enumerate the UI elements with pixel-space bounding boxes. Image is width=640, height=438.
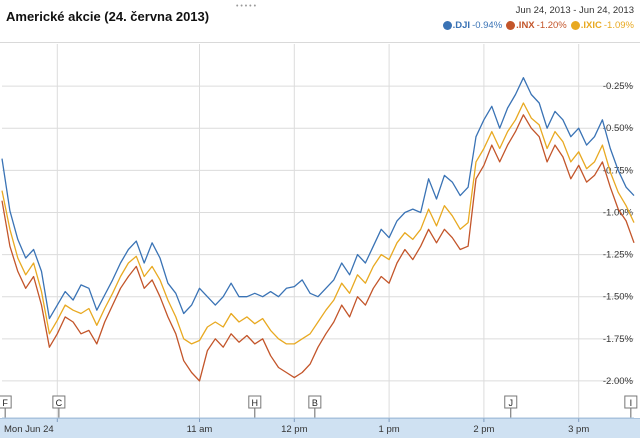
chart-title: Americké akcie (24. června 2013) xyxy=(6,9,210,24)
event-marker-label: I xyxy=(630,398,633,408)
drag-handle-dots[interactable]: • • • • • xyxy=(236,3,257,10)
legend-change: -1.09% xyxy=(603,20,634,31)
event-marker-label: H xyxy=(252,398,259,408)
series-line-ixic xyxy=(1,102,635,345)
event-marker-f[interactable] xyxy=(0,395,12,409)
header-divider xyxy=(0,42,640,43)
event-marker-j[interactable] xyxy=(504,395,518,409)
legend-symbol: .INX xyxy=(516,20,535,31)
legend-symbol: .IXIC xyxy=(580,20,602,31)
legend: .DJI -0.94% .INX -1.20% .IXIC -1.09% xyxy=(439,20,634,31)
y-tick-label: -1.50% xyxy=(603,292,634,303)
event-marker-c[interactable] xyxy=(52,395,66,409)
legend-item-dji[interactable]: .DJI -0.94% xyxy=(442,20,503,31)
y-tick-label: -0.50% xyxy=(603,123,634,134)
legend-symbol: .DJI xyxy=(452,20,471,31)
event-marker-h[interactable] xyxy=(248,395,262,409)
event-marker-label: F xyxy=(2,398,8,408)
y-tick-label: -1.25% xyxy=(603,250,634,261)
x-tick-label: 2 pm xyxy=(473,424,494,435)
x-tick-label: 12 pm xyxy=(281,424,307,435)
series-line-dji xyxy=(1,77,635,320)
y-tick-label: -1.75% xyxy=(603,334,634,345)
event-marker-label: C xyxy=(56,398,63,408)
legend-change: -1.20% xyxy=(536,20,567,31)
series-line-inx xyxy=(1,114,635,382)
event-marker-b[interactable] xyxy=(308,395,322,409)
legend-dot-icon xyxy=(570,21,580,30)
event-marker-label: J xyxy=(509,398,514,408)
legend-dot-icon xyxy=(442,21,452,30)
event-marker-i[interactable] xyxy=(624,395,638,409)
x-tick-label: 1 pm xyxy=(379,424,400,435)
date-range[interactable]: Jun 24, 2013 - Jun 24, 2013 xyxy=(515,5,634,16)
event-marker-label: B xyxy=(312,398,318,408)
y-tick-label: -1.00% xyxy=(603,207,634,218)
y-tick-label: -2.00% xyxy=(603,376,634,387)
legend-dot-icon xyxy=(506,21,516,30)
x-tick-label: Mon Jun 24 xyxy=(4,424,54,435)
x-tick-label: 3 pm xyxy=(568,424,589,435)
y-tick-label: -0.25% xyxy=(603,81,634,92)
legend-item-inx[interactable]: .INX -1.20% xyxy=(506,20,567,31)
legend-item-ixic[interactable]: .IXIC -1.09% xyxy=(570,20,634,31)
x-tick-label: 11 am xyxy=(187,424,213,435)
legend-change: -0.94% xyxy=(472,20,503,31)
